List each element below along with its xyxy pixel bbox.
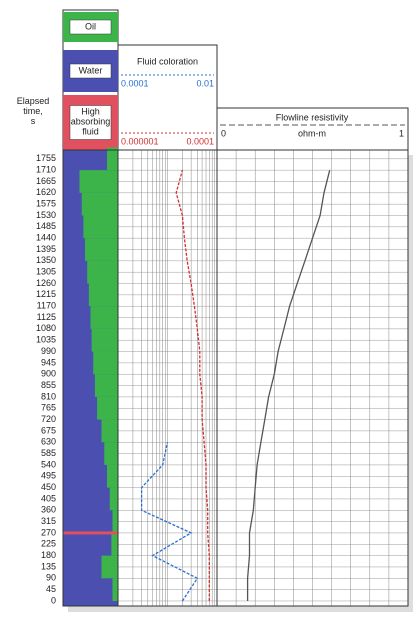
oil-fill xyxy=(83,215,118,239)
track-border xyxy=(216,149,409,607)
y-axis-label: Elapsed time, s xyxy=(17,96,50,126)
oil-fill xyxy=(112,510,118,533)
track-title: Flowline resistivity xyxy=(276,112,349,122)
legend-label: Water xyxy=(79,65,103,75)
oil-fill xyxy=(107,147,118,171)
scale-max: 0.0001 xyxy=(186,136,214,146)
y-tick-label: 1305 xyxy=(36,267,56,277)
scale-unit: ohm-m xyxy=(298,128,326,138)
y-tick-label: 1350 xyxy=(36,255,56,265)
y-tick-label: 1440 xyxy=(36,233,56,243)
y-tick-label: 315 xyxy=(41,516,56,526)
y-tick-label: 720 xyxy=(41,414,56,424)
track-title: Fluid coloration xyxy=(137,56,198,66)
y-tick-label: 1755 xyxy=(36,153,56,163)
y-tick-label: 585 xyxy=(41,448,56,458)
y-tick-label: 855 xyxy=(41,380,56,390)
y-tick-label: 1260 xyxy=(36,278,56,288)
y-tick-label: 1665 xyxy=(36,176,56,186)
y-tick-label: 945 xyxy=(41,357,56,367)
legend-label: High absorbing fluid xyxy=(71,107,111,137)
y-tick-label: 45 xyxy=(46,584,56,594)
scale-min: 0.0001 xyxy=(121,78,149,88)
scale-max: 1 xyxy=(399,128,404,138)
oil-fill xyxy=(88,283,118,307)
y-tick-label: 450 xyxy=(41,482,56,492)
oil-fill xyxy=(85,238,118,261)
y-tick-label: 1125 xyxy=(37,312,56,322)
scale-min: 0.000001 xyxy=(121,136,159,146)
y-tick-label: 225 xyxy=(41,539,56,549)
y-tick-label: 1530 xyxy=(36,210,56,220)
y-tick-label: 810 xyxy=(41,391,56,401)
oil-fill xyxy=(94,374,118,397)
y-tick-label: 900 xyxy=(41,369,56,379)
oil-fill xyxy=(91,328,118,352)
y-tick-label: 1485 xyxy=(36,221,56,231)
y-tick-label: 675 xyxy=(41,425,56,435)
y-tick-label: 1215 xyxy=(36,289,56,299)
oil-fill xyxy=(111,532,118,556)
y-tick-label: 1395 xyxy=(36,244,56,254)
y-tick-label: 1035 xyxy=(36,335,56,345)
oil-fill xyxy=(104,442,118,465)
y-tick-label: 1620 xyxy=(36,187,56,197)
oil-fill xyxy=(97,396,118,420)
y-tick-label: 1080 xyxy=(36,323,56,333)
legend-label-box xyxy=(69,63,112,79)
oil-fill xyxy=(90,306,118,329)
scale-min: 0 xyxy=(221,128,226,138)
y-tick-label: 990 xyxy=(41,346,56,356)
y-tick-label: 1710 xyxy=(36,165,56,175)
legend-label: Oil xyxy=(85,21,96,31)
oil-fill xyxy=(81,192,118,216)
log-curve xyxy=(140,442,199,602)
y-tick-label: 540 xyxy=(41,459,56,469)
y-tick-label: 135 xyxy=(41,561,56,571)
y-tick-label: 360 xyxy=(41,505,56,515)
y-tick-label: 180 xyxy=(41,550,56,560)
oil-fill xyxy=(79,170,118,193)
y-tick-label: 405 xyxy=(41,493,56,503)
y-tick-label: 495 xyxy=(41,471,56,481)
oil-fill xyxy=(93,351,118,375)
oil-fill xyxy=(101,555,118,579)
y-tick-label: 0 xyxy=(51,595,56,605)
y-tick-label: 90 xyxy=(46,573,56,583)
y-tick-label: 1575 xyxy=(36,199,56,209)
y-tick-label: 630 xyxy=(41,437,56,447)
y-tick-label: 765 xyxy=(41,403,56,413)
y-tick-label: 270 xyxy=(41,527,56,537)
scale-max: 0.01 xyxy=(196,78,214,88)
legend-label-box xyxy=(69,105,112,140)
log-curve xyxy=(246,170,331,601)
high-absorbing-fill xyxy=(63,531,118,535)
legend-label-box xyxy=(69,19,112,35)
oil-fill xyxy=(109,487,118,511)
oil-fill xyxy=(112,578,118,601)
y-tick-label: 1170 xyxy=(37,301,56,311)
oil-fill xyxy=(87,260,118,284)
log-curve xyxy=(175,170,210,601)
oil-fill xyxy=(107,464,118,488)
oil-fill xyxy=(101,419,118,443)
